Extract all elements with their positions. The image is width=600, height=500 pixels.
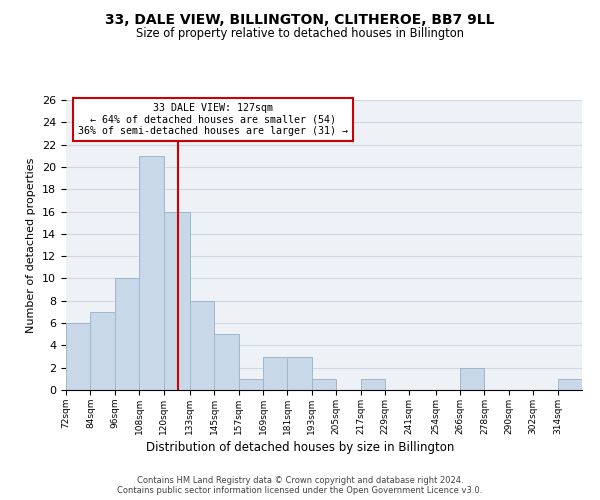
Bar bbox=[287, 356, 312, 390]
Bar bbox=[263, 356, 287, 390]
Bar bbox=[239, 379, 263, 390]
Y-axis label: Number of detached properties: Number of detached properties bbox=[26, 158, 37, 332]
Bar bbox=[115, 278, 139, 390]
Text: 33, DALE VIEW, BILLINGTON, CLITHEROE, BB7 9LL: 33, DALE VIEW, BILLINGTON, CLITHEROE, BB… bbox=[105, 12, 495, 26]
Bar bbox=[460, 368, 484, 390]
Bar bbox=[214, 334, 239, 390]
Bar bbox=[164, 212, 190, 390]
Bar bbox=[312, 379, 336, 390]
Text: 33 DALE VIEW: 127sqm
← 64% of detached houses are smaller (54)
36% of semi-detac: 33 DALE VIEW: 127sqm ← 64% of detached h… bbox=[78, 103, 348, 136]
Bar bbox=[91, 312, 115, 390]
Bar bbox=[66, 323, 91, 390]
Bar bbox=[190, 301, 214, 390]
Bar bbox=[361, 379, 385, 390]
Bar bbox=[139, 156, 164, 390]
Bar bbox=[557, 379, 582, 390]
Text: Size of property relative to detached houses in Billington: Size of property relative to detached ho… bbox=[136, 28, 464, 40]
Text: Distribution of detached houses by size in Billington: Distribution of detached houses by size … bbox=[146, 441, 454, 454]
Text: Contains HM Land Registry data © Crown copyright and database right 2024.
Contai: Contains HM Land Registry data © Crown c… bbox=[118, 476, 482, 495]
